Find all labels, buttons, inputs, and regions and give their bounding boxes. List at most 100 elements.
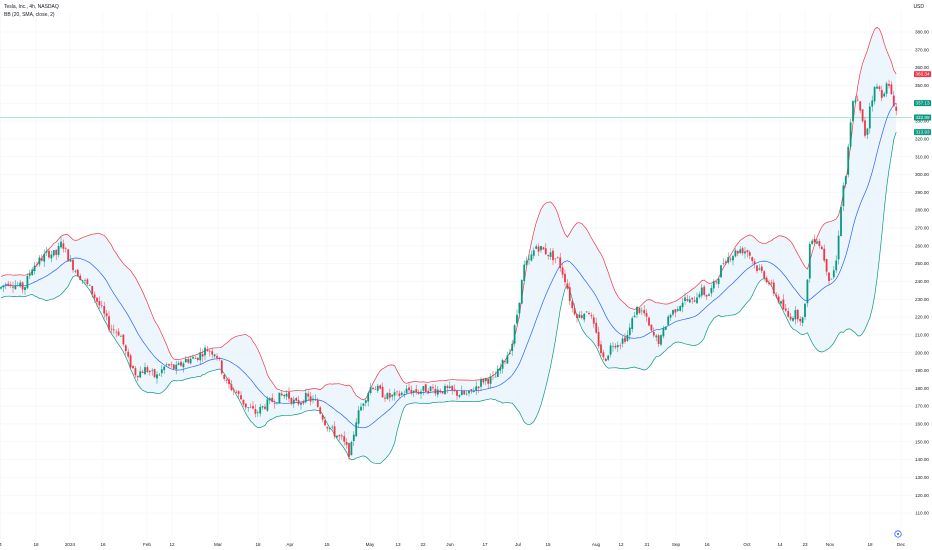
candle bbox=[775, 292, 778, 299]
candle bbox=[91, 285, 94, 298]
candle bbox=[384, 394, 386, 403]
candle bbox=[854, 95, 857, 105]
candle bbox=[235, 389, 238, 394]
upper-band-badge: 360.34 bbox=[914, 71, 931, 78]
candle bbox=[84, 278, 86, 286]
candle bbox=[835, 255, 838, 274]
candle bbox=[136, 375, 139, 382]
basis-badge: 337.13 bbox=[914, 100, 931, 107]
candle bbox=[741, 246, 744, 256]
x-tick-label: Sep bbox=[672, 542, 681, 547]
candle bbox=[482, 378, 485, 385]
candle bbox=[240, 391, 242, 400]
candle bbox=[199, 347, 202, 365]
candle bbox=[427, 388, 430, 395]
candle bbox=[247, 407, 250, 412]
candle bbox=[100, 300, 103, 309]
candle bbox=[232, 387, 235, 396]
candle bbox=[139, 366, 142, 379]
band-fill bbox=[1, 27, 897, 464]
x-tick-label: 17 bbox=[482, 542, 488, 547]
candle bbox=[237, 390, 240, 398]
candle bbox=[736, 250, 739, 257]
candle bbox=[338, 434, 341, 441]
candle bbox=[62, 239, 65, 253]
settings-icon[interactable] bbox=[894, 530, 902, 538]
candle bbox=[168, 363, 170, 368]
candle bbox=[38, 255, 41, 267]
candle bbox=[808, 241, 811, 283]
candle bbox=[700, 283, 703, 298]
candle bbox=[614, 343, 617, 350]
candle bbox=[672, 309, 674, 317]
candle bbox=[708, 293, 710, 296]
candle bbox=[55, 249, 58, 261]
candle bbox=[590, 312, 593, 320]
candle bbox=[2, 285, 5, 293]
candle bbox=[21, 281, 24, 294]
candle bbox=[362, 402, 365, 411]
candle bbox=[424, 383, 427, 393]
candle bbox=[24, 286, 26, 295]
candle bbox=[434, 384, 437, 397]
candle bbox=[468, 389, 470, 397]
x-tick-label: Oct bbox=[743, 542, 751, 547]
candle bbox=[268, 397, 271, 405]
candle bbox=[96, 297, 98, 307]
candle bbox=[33, 261, 36, 275]
candle bbox=[331, 424, 334, 430]
candle bbox=[602, 349, 605, 360]
candle bbox=[9, 281, 12, 289]
candle bbox=[715, 280, 718, 285]
candle bbox=[244, 403, 247, 411]
candle bbox=[132, 365, 134, 369]
indicator-title[interactable]: BB (20, SMA, close, 2) bbox=[4, 12, 55, 18]
currency-label[interactable]: USD bbox=[913, 4, 924, 10]
candle bbox=[40, 254, 43, 262]
candle bbox=[648, 316, 650, 327]
candle bbox=[93, 291, 96, 303]
candle bbox=[712, 279, 715, 293]
candle bbox=[280, 390, 283, 396]
candle bbox=[724, 259, 727, 265]
candle bbox=[751, 256, 754, 265]
candle bbox=[811, 238, 814, 245]
candle bbox=[148, 369, 151, 376]
candle bbox=[180, 360, 182, 367]
y-tick-label: 140.00 bbox=[915, 457, 929, 462]
y-tick-label: 180.00 bbox=[915, 386, 929, 391]
candle bbox=[722, 258, 725, 266]
candle bbox=[504, 360, 506, 365]
y-tick-label: 320.00 bbox=[915, 136, 929, 141]
candle bbox=[484, 377, 487, 385]
candle bbox=[732, 254, 734, 266]
candle bbox=[261, 405, 264, 410]
x-tick-label: Jul bbox=[515, 542, 521, 547]
candle bbox=[864, 116, 866, 138]
symbol-title[interactable]: Tesla, Inc., 4h, NASDAQ bbox=[4, 4, 59, 10]
candle bbox=[696, 292, 698, 304]
candle bbox=[223, 374, 226, 382]
candle bbox=[674, 308, 677, 318]
candle bbox=[69, 255, 72, 263]
time-axis[interactable]: 4 18 2024 16 Feb 12 Mar 18 Apr 15 May 13 22 Jun 17 Jul 1… bbox=[0, 542, 906, 547]
candle bbox=[336, 435, 338, 439]
candle bbox=[832, 266, 835, 280]
candle bbox=[537, 243, 540, 257]
candle bbox=[14, 280, 17, 291]
candle bbox=[230, 380, 233, 392]
candle bbox=[828, 272, 830, 286]
candle bbox=[348, 442, 350, 461]
candle bbox=[744, 246, 746, 259]
candle bbox=[292, 396, 295, 408]
candle bbox=[204, 344, 206, 361]
price-axis[interactable]: 110.00 120.00 130.00 140.00 150.00 160.00 170.… bbox=[915, 30, 929, 516]
candle bbox=[564, 269, 566, 287]
candle bbox=[532, 247, 535, 259]
candle bbox=[756, 264, 758, 274]
x-tick-label: 12 bbox=[169, 542, 175, 547]
candle bbox=[636, 306, 638, 319]
y-tick-label: 270.00 bbox=[915, 226, 929, 231]
candle bbox=[108, 311, 110, 333]
